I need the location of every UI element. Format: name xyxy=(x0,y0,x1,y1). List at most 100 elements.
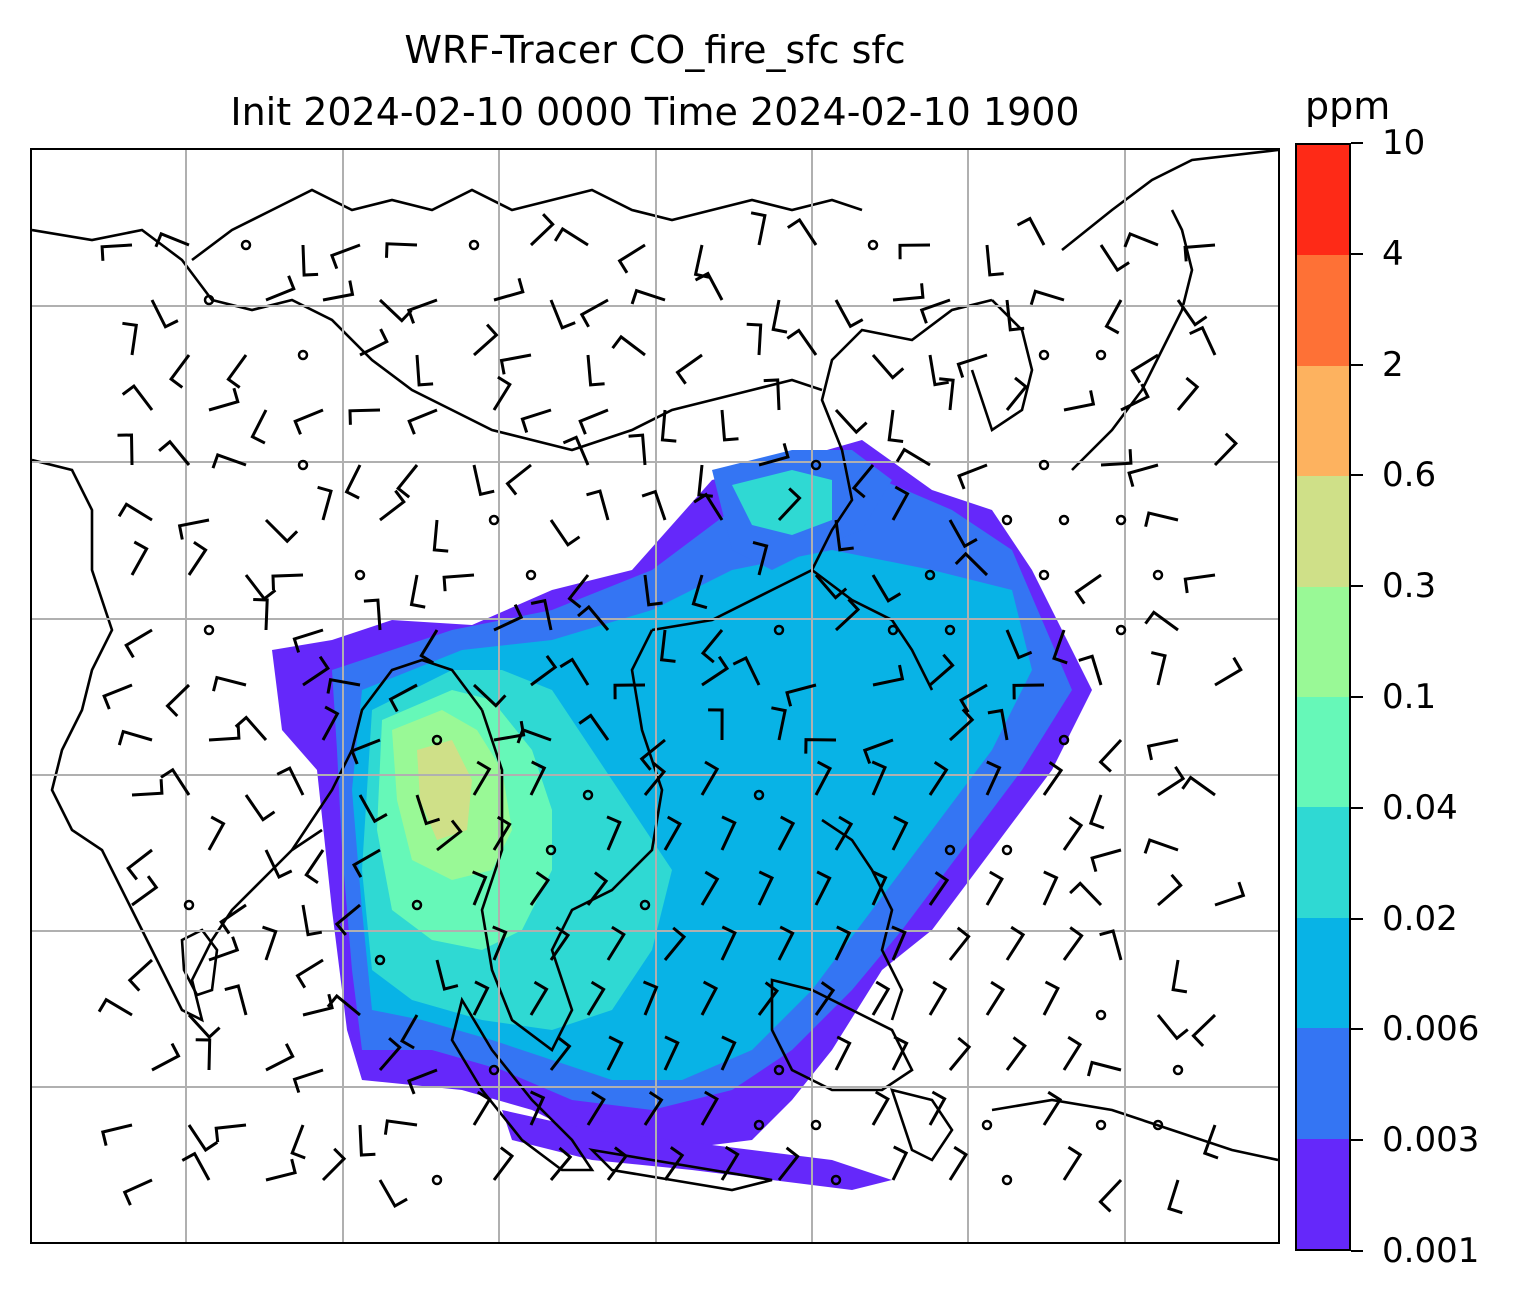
coastline-himalaya-border xyxy=(32,228,823,452)
wind-barb xyxy=(720,925,737,961)
wind-barb xyxy=(985,244,1004,277)
wind-barb xyxy=(643,574,663,607)
wind-barbs xyxy=(97,211,1246,1215)
wind-barb xyxy=(549,926,571,961)
calm-wind-marker xyxy=(488,1064,500,1076)
wind-barb xyxy=(630,288,666,305)
wind-barb xyxy=(613,683,646,700)
colorbar-unit-label: ppm xyxy=(1305,84,1391,128)
wind-barb xyxy=(131,875,159,907)
map-panel xyxy=(30,148,1280,1244)
wind-barb xyxy=(720,1035,737,1071)
calm-wind-marker xyxy=(525,569,537,581)
wind-barb xyxy=(559,657,590,686)
wind-barb xyxy=(891,815,909,851)
calm-wind-marker xyxy=(203,624,215,636)
wind-barb xyxy=(492,815,512,851)
wind-barb xyxy=(1214,656,1243,687)
calm-wind-marker xyxy=(810,459,822,471)
wind-barb xyxy=(628,433,647,466)
calm-wind-marker xyxy=(582,789,594,801)
wind-barb xyxy=(321,705,340,741)
wind-barb xyxy=(1191,1013,1217,1047)
wind-barb xyxy=(871,980,891,1016)
wind-barb xyxy=(871,574,902,603)
wind-barb xyxy=(158,439,191,466)
wind-barb xyxy=(207,815,226,851)
tracer-level-03 xyxy=(417,740,472,840)
wind-barb xyxy=(165,683,191,718)
calm-wind-marker xyxy=(1038,349,1050,361)
wind-barb xyxy=(617,243,646,274)
wind-barb xyxy=(834,598,861,632)
calm-wind-marker xyxy=(639,899,651,911)
coastline-russia-east xyxy=(1061,150,1278,252)
tracer-north-patch-inner xyxy=(732,470,832,535)
wind-barb xyxy=(1144,511,1179,528)
wind-barb xyxy=(814,981,836,1016)
wind-barb xyxy=(1127,463,1159,488)
wind-barb xyxy=(262,925,278,961)
colorbar-segment xyxy=(1297,1138,1349,1249)
wind-barb xyxy=(700,1090,719,1126)
calm-wind-marker xyxy=(1058,734,1070,746)
wind-barb xyxy=(127,958,154,992)
wind-barb xyxy=(472,464,495,497)
wind-barb xyxy=(1099,929,1123,961)
wind-barb xyxy=(586,871,609,906)
calm-wind-marker xyxy=(1001,844,1013,856)
wind-barb xyxy=(244,794,276,822)
wind-barb xyxy=(472,1090,492,1126)
wind-barb xyxy=(928,871,950,906)
calm-wind-marker xyxy=(488,514,500,526)
wind-barb xyxy=(919,298,951,324)
wind-barb xyxy=(530,655,558,687)
wind-barb xyxy=(208,387,240,412)
wind-barb xyxy=(786,217,818,246)
wind-barb xyxy=(549,1146,573,1181)
calm-wind-marker xyxy=(887,624,899,636)
colorbar-tick xyxy=(1351,474,1363,477)
wind-barb xyxy=(302,655,330,687)
wind-barb xyxy=(549,519,581,547)
colorbar-tick-label: 0.006 xyxy=(1382,1009,1480,1050)
colorbar-tick xyxy=(1351,363,1363,366)
wind-barb xyxy=(351,848,381,878)
colorbar-tick xyxy=(1351,696,1363,698)
wind-barb xyxy=(871,870,888,906)
wind-barb xyxy=(388,683,418,713)
wind-barb xyxy=(663,926,687,961)
calm-wind-marker xyxy=(1038,459,1050,471)
wind-barb xyxy=(643,761,667,796)
wind-barb xyxy=(1202,1124,1219,1160)
wind-barb xyxy=(1012,683,1045,700)
wind-barb xyxy=(757,981,780,1016)
wind-barb xyxy=(642,980,659,1016)
wind-barb xyxy=(641,489,667,521)
wind-barb xyxy=(834,815,854,851)
calm-wind-marker xyxy=(1152,569,1164,581)
colorbar-tick-label: 2 xyxy=(1382,344,1404,385)
wind-barb xyxy=(117,502,153,522)
colorbar-tick-label: 4 xyxy=(1382,233,1404,274)
wind-barb xyxy=(985,980,1006,1016)
wind-barb xyxy=(1181,775,1216,797)
wind-barb xyxy=(694,271,724,301)
wind-barb xyxy=(606,815,622,851)
wind-barb xyxy=(378,298,413,323)
wind-barb xyxy=(117,433,134,466)
wind-barb xyxy=(834,925,852,961)
calm-wind-marker xyxy=(411,899,423,911)
wind-barb xyxy=(871,354,905,380)
wind-barb xyxy=(746,322,763,356)
wind-barb xyxy=(529,980,549,1016)
wind-barb xyxy=(516,727,552,744)
colorbar-tick-label: 0.3 xyxy=(1382,566,1437,607)
wind-barb xyxy=(264,518,299,544)
wind-barb xyxy=(436,819,463,852)
calm-wind-marker xyxy=(354,569,366,581)
wind-barb xyxy=(492,925,508,961)
wind-barb xyxy=(1100,449,1133,467)
wind-barb xyxy=(895,447,931,467)
wind-barb xyxy=(493,277,525,302)
